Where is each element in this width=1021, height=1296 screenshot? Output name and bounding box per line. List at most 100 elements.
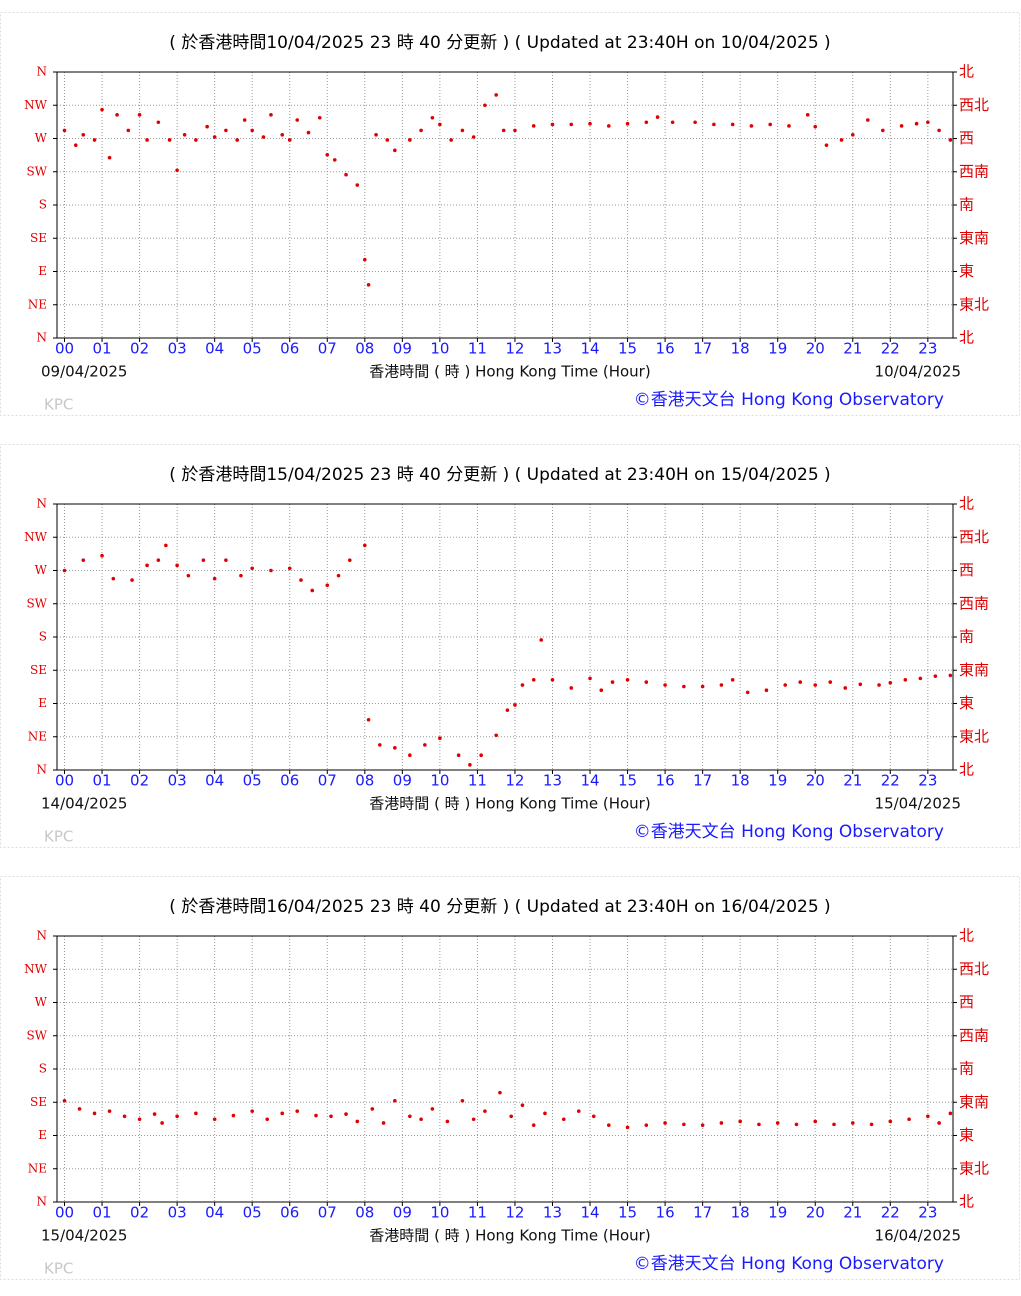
- plot-frame: [56, 71, 954, 339]
- x-tick-label: 07: [318, 772, 337, 790]
- data-point: [449, 138, 453, 142]
- y2-tick-label: 北: [959, 495, 974, 513]
- data-point: [625, 121, 630, 126]
- data-point: [663, 1121, 667, 1125]
- data-point: [937, 1121, 941, 1125]
- data-point: [250, 566, 254, 571]
- x-tick-label: 05: [243, 340, 262, 358]
- x-tick-label: 05: [243, 772, 262, 790]
- y-tick-label: NE: [28, 297, 47, 311]
- y2-tick-label: 西: [959, 561, 974, 579]
- data-point: [730, 122, 735, 127]
- panel-border: [0, 444, 1020, 848]
- y2-tick-label: 西南: [959, 1026, 989, 1044]
- y-tick-label: N: [37, 65, 48, 79]
- data-point: [543, 1111, 547, 1116]
- data-point: [445, 1119, 450, 1124]
- data-point: [907, 1117, 911, 1122]
- data-point: [745, 690, 750, 695]
- y-tick-label: W: [35, 995, 48, 1009]
- data-point: [719, 683, 724, 687]
- data-point: [408, 1114, 412, 1119]
- data-point: [332, 158, 337, 162]
- x-tick-label: 03: [168, 1204, 187, 1222]
- x-tick-label: 00: [55, 772, 74, 790]
- x-tick-label: 14: [580, 1204, 599, 1222]
- y2-tick-label: 東北: [959, 727, 989, 745]
- data-point: [92, 138, 97, 142]
- data-point: [242, 118, 247, 122]
- y2-tick-label: 西北: [959, 96, 989, 114]
- date-right: 15/04/2025: [875, 795, 961, 813]
- data-point: [269, 568, 273, 573]
- x-tick-label: 22: [881, 772, 900, 790]
- data-point: [531, 1123, 536, 1127]
- data-point: [730, 678, 735, 682]
- data-point: [591, 1114, 596, 1119]
- data-point: [111, 576, 116, 581]
- x-tick-label: 09: [393, 772, 412, 790]
- data-point: [914, 121, 919, 126]
- data-point: [182, 133, 187, 137]
- data-point: [494, 733, 498, 738]
- x-tick-label: 19: [768, 772, 787, 790]
- x-tick-label: 01: [92, 1204, 111, 1222]
- data-point: [505, 708, 510, 712]
- data-point: [77, 1107, 82, 1111]
- x-tick-label: 19: [768, 340, 787, 358]
- x-tick-label: 13: [543, 1204, 562, 1222]
- data-point: [310, 588, 315, 593]
- x-tick-label: 16: [656, 340, 675, 358]
- data-point: [62, 128, 67, 133]
- x-tick-label: 03: [168, 340, 187, 358]
- credit: ©香港天文台 Hong Kong Observatory: [634, 1254, 944, 1274]
- data-point: [682, 684, 686, 689]
- data-point: [156, 120, 161, 125]
- data-point: [783, 683, 788, 687]
- data-point: [588, 121, 592, 126]
- x-tick-label: 15: [618, 772, 637, 790]
- x-tick-label: 08: [355, 1204, 374, 1222]
- data-point: [363, 257, 367, 262]
- data-point: [498, 1090, 502, 1095]
- credit: ©香港天文台 Hong Kong Observatory: [634, 390, 944, 410]
- data-point: [156, 558, 161, 562]
- data-point: [438, 122, 442, 127]
- x-tick-label: 23: [918, 340, 937, 358]
- data-point: [381, 1121, 386, 1125]
- panel-border: [0, 12, 1020, 416]
- x-tick-label: 08: [355, 340, 374, 358]
- y-tick-label: N: [37, 1195, 48, 1209]
- data-point: [700, 684, 705, 689]
- y2-tick-label: 西: [959, 129, 974, 147]
- data-point: [81, 558, 86, 562]
- data-point: [224, 128, 228, 133]
- y2-tick-label: 西南: [959, 594, 989, 612]
- y2-tick-label: 北: [959, 1193, 974, 1211]
- x-tick-label: 17: [693, 772, 712, 790]
- data-point: [438, 736, 442, 741]
- x-tick-label: 15: [618, 340, 637, 358]
- y-tick-label: S: [39, 198, 47, 212]
- x-tick-label: 18: [731, 772, 750, 790]
- x-tick-label: 02: [130, 340, 149, 358]
- data-point: [663, 683, 667, 687]
- y-tick-label: W: [35, 563, 48, 577]
- y-tick-label: SW: [26, 596, 47, 610]
- x-tick-label: 18: [731, 340, 750, 358]
- x-tick-label: 00: [55, 340, 74, 358]
- x-tick-label: 22: [881, 340, 900, 358]
- y2-tick-label: 北: [959, 927, 974, 945]
- date-left: 15/04/2025: [41, 1227, 127, 1245]
- data-point: [948, 1111, 953, 1116]
- x-tick-label: 03: [168, 772, 187, 790]
- y2-tick-label: 東南: [959, 1093, 989, 1111]
- data-point: [100, 107, 104, 112]
- data-point: [408, 753, 412, 758]
- data-point: [881, 128, 885, 133]
- data-point: [933, 674, 938, 678]
- data-point: [798, 680, 803, 684]
- x-tick-label: 11: [468, 340, 487, 358]
- x-tick-label: 12: [505, 772, 524, 790]
- x-tick-label: 14: [580, 772, 599, 790]
